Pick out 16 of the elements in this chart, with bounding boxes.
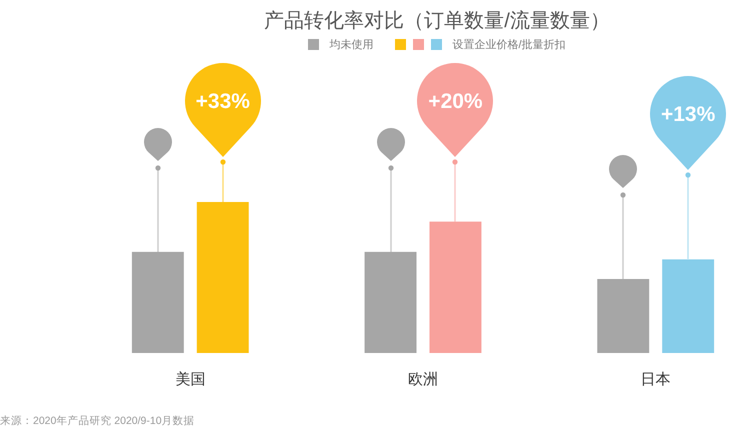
text: +20% <box>428 90 483 114</box>
bar <box>662 259 714 353</box>
legend-label: 均未使用 <box>329 38 374 52</box>
bar <box>429 222 482 353</box>
x-tick-label: 欧洲 <box>408 371 438 388</box>
x-tick-label: 美国 <box>175 371 206 388</box>
chart-title: 产品转化率对比（订单数量/流量数量） <box>263 9 611 34</box>
bar <box>132 252 184 353</box>
text: +33% <box>196 90 250 114</box>
bar <box>196 202 249 353</box>
text: +13% <box>660 103 716 128</box>
bar <box>364 252 417 353</box>
x-tick-label: 日本 <box>640 371 671 388</box>
bar <box>597 279 650 353</box>
source-note: 来源：2020年产品研究 2020/9-10月数据 <box>0 414 195 428</box>
legend-label: 设置企业价格/批量折扣 <box>452 38 566 52</box>
